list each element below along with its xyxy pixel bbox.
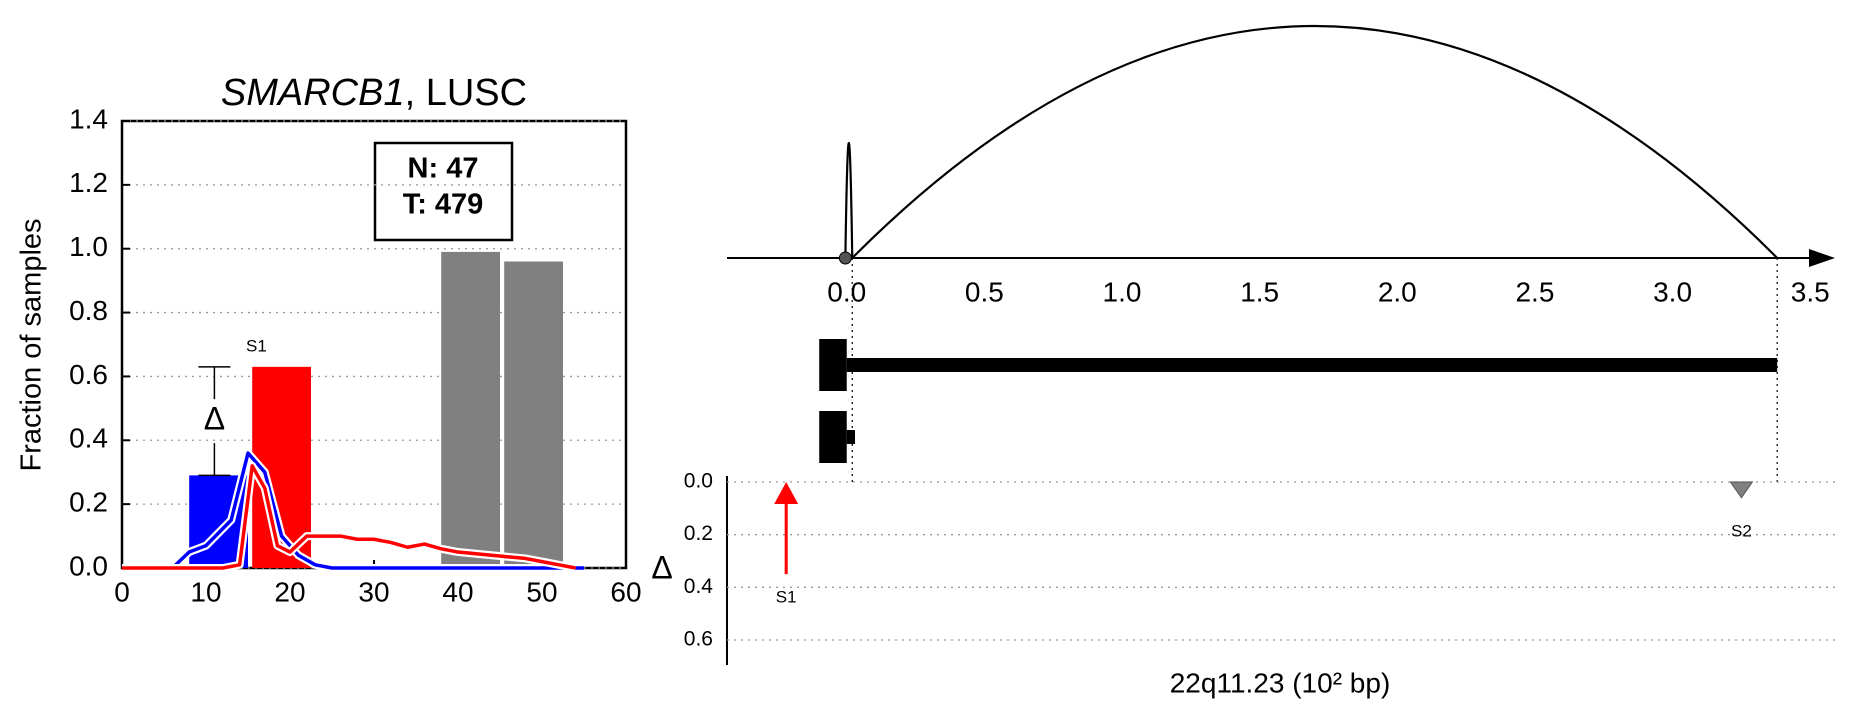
x-tick-label: 10	[190, 576, 221, 607]
y-tick-label: 1.2	[69, 167, 108, 198]
transcript-utr	[819, 339, 847, 391]
x-tick-label: 1.0	[1103, 276, 1142, 307]
delta-tick-label: 0.6	[684, 628, 713, 651]
x-tick-label: 3.0	[1653, 276, 1692, 307]
line	[122, 464, 576, 570]
arc	[844, 141, 854, 259]
delta-tick-label: 0.4	[684, 575, 714, 598]
x-tick-label: 1.5	[1240, 276, 1279, 307]
site-label: S1	[246, 336, 267, 355]
delta-axis-label: Δ	[651, 549, 672, 585]
site-arrowhead	[774, 482, 799, 504]
y-axis-label: Fraction of samples	[16, 218, 48, 471]
x-tick-label: 3.5	[1791, 276, 1830, 307]
arc	[851, 25, 1778, 259]
y-tick-label: 0.0	[69, 550, 108, 581]
x-tick-label: 40	[442, 576, 473, 607]
x-tick-label: 2.5	[1515, 276, 1554, 307]
arc-anchor	[838, 251, 852, 265]
site-label: S1	[776, 588, 797, 607]
delta-tick-label: 0.2	[684, 522, 713, 545]
x-tick-label: 0	[114, 576, 130, 607]
chart-title: SMARCB1, LUSC	[221, 72, 527, 114]
line	[122, 451, 584, 570]
transcript-body	[846, 358, 1778, 372]
bar	[504, 261, 563, 568]
x-axis-arrow	[1809, 249, 1835, 267]
count-label: N: 47	[408, 153, 479, 185]
transcript-body	[846, 430, 856, 444]
y-tick-label: 0.4	[69, 423, 108, 454]
count-label: T: 479	[403, 189, 484, 221]
x-tick-label: 20	[274, 576, 305, 607]
x-tick-label: 60	[610, 576, 641, 607]
x-tick-label: 50	[526, 576, 557, 607]
x-tick-label: 0.0	[827, 276, 866, 307]
x-tick-label: 30	[358, 576, 389, 607]
title-gene: SMARCB1	[221, 72, 405, 114]
y-tick-label: 1.0	[69, 231, 108, 262]
site-label: S2	[1731, 521, 1752, 540]
site-marker	[1729, 481, 1754, 499]
count-box	[373, 141, 514, 242]
x-axis-label: 22q11.23 (10² bp)	[1170, 667, 1391, 698]
y-tick-label: 0.8	[69, 295, 108, 326]
delta-label: Δ	[204, 401, 225, 437]
y-tick-label: 1.4	[69, 103, 108, 134]
title-suffix: , LUSC	[405, 72, 527, 114]
delta-tick-label: 0.0	[684, 470, 713, 493]
y-tick-label: 0.2	[69, 487, 108, 518]
x-tick-label: 0.5	[965, 276, 1004, 307]
transcript-utr	[819, 411, 847, 463]
y-tick-label: 0.6	[69, 359, 108, 390]
x-tick-label: 2.0	[1378, 276, 1417, 307]
bar	[441, 251, 500, 568]
